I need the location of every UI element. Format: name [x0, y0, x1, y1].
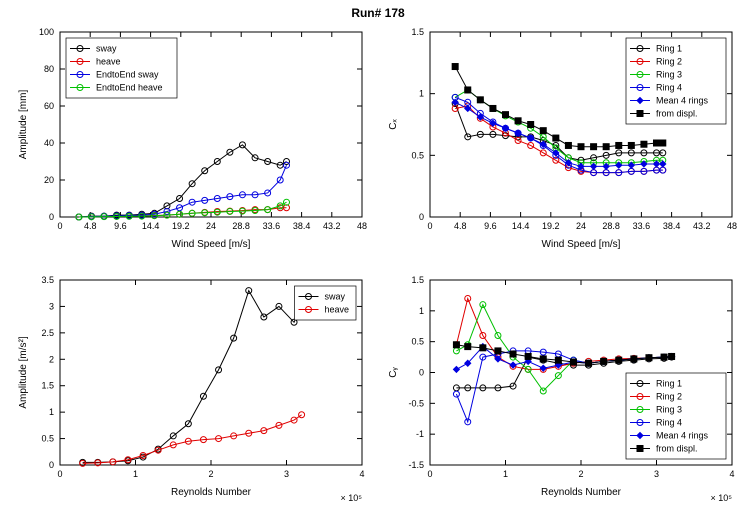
svg-text:-1.5: -1.5 — [408, 460, 424, 470]
svg-text:Ring 4: Ring 4 — [656, 83, 682, 93]
svg-text:60: 60 — [44, 101, 54, 111]
svg-text:from displ.: from displ. — [656, 109, 698, 119]
svg-text:40: 40 — [44, 138, 54, 148]
svg-text:14.4: 14.4 — [512, 221, 530, 231]
svg-text:9.6: 9.6 — [484, 221, 497, 231]
panel-top-right: 0 4.8 9.6 14.4 19.2 24 28.8 33.6 38.4 43.2 48 0 0.5 1… — [382, 22, 744, 264]
svg-text:1.5: 1.5 — [41, 381, 54, 391]
svg-text:0.5: 0.5 — [411, 150, 424, 160]
svg-text:33.6: 33.6 — [263, 221, 281, 231]
svg-text:2: 2 — [578, 469, 583, 479]
svg-text:2: 2 — [208, 469, 213, 479]
svg-text:1: 1 — [49, 407, 54, 417]
svg-text:33.6: 33.6 — [633, 221, 651, 231]
svg-text:0.5: 0.5 — [41, 434, 54, 444]
svg-text:1: 1 — [419, 89, 424, 99]
page-title: Run# 178 — [0, 0, 756, 22]
svg-text:19.2: 19.2 — [542, 221, 560, 231]
svg-text:14.4: 14.4 — [142, 221, 160, 231]
svg-text:0: 0 — [49, 212, 54, 222]
svg-text:Amplitude [mm]: Amplitude [mm] — [18, 90, 29, 160]
svg-text:4: 4 — [359, 469, 364, 479]
svg-text:1.5: 1.5 — [411, 275, 424, 285]
svg-text:-1: -1 — [416, 429, 424, 439]
svg-text:0.5: 0.5 — [411, 337, 424, 347]
svg-text:2.5: 2.5 — [41, 328, 54, 338]
svg-text:0: 0 — [427, 469, 432, 479]
svg-text:0: 0 — [57, 469, 62, 479]
svg-text:3: 3 — [654, 469, 659, 479]
svg-text:3.5: 3.5 — [41, 275, 54, 285]
svg-text:48: 48 — [357, 221, 367, 231]
svg-text:2: 2 — [49, 354, 54, 364]
svg-text:1: 1 — [133, 469, 138, 479]
svg-text:heave: heave — [325, 305, 350, 315]
svg-text:Mean 4 rings: Mean 4 rings — [656, 431, 709, 441]
svg-text:Wind Speed [m/s]: Wind Speed [m/s] — [172, 239, 251, 250]
svg-text:1: 1 — [419, 306, 424, 316]
svg-text:0: 0 — [57, 221, 62, 231]
svg-text:Ring 4: Ring 4 — [656, 418, 682, 428]
svg-text:Ring 1: Ring 1 — [656, 379, 682, 389]
svg-text:38.4: 38.4 — [663, 221, 681, 231]
svg-text:× 10⁵: × 10⁵ — [711, 493, 733, 503]
svg-text:EndtoEnd heave: EndtoEnd heave — [96, 83, 163, 93]
svg-text:sway: sway — [96, 44, 117, 54]
svg-text:20: 20 — [44, 175, 54, 185]
svg-text:38.4: 38.4 — [293, 221, 311, 231]
svg-text:Ring 3: Ring 3 — [656, 405, 682, 415]
svg-text:19.2: 19.2 — [172, 221, 190, 231]
svg-text:9.6: 9.6 — [114, 221, 127, 231]
svg-text:24: 24 — [206, 221, 216, 231]
svg-text:Amplitude [m/s²]: Amplitude [m/s²] — [18, 336, 29, 408]
svg-text:4.8: 4.8 — [84, 221, 97, 231]
svg-text:3: 3 — [284, 469, 289, 479]
svg-text:Ring 2: Ring 2 — [656, 57, 682, 67]
svg-text:Mean 4 rings: Mean 4 rings — [656, 96, 709, 106]
svg-text:Reynolds Number: Reynolds Number — [541, 487, 622, 498]
svg-text:0: 0 — [427, 221, 432, 231]
svg-text:0: 0 — [419, 368, 424, 378]
svg-text:4.8: 4.8 — [454, 221, 467, 231]
svg-text:1.5: 1.5 — [411, 27, 424, 37]
svg-text:24: 24 — [576, 221, 586, 231]
svg-text:100: 100 — [39, 27, 54, 37]
svg-text:0: 0 — [419, 212, 424, 222]
svg-text:3: 3 — [49, 301, 54, 311]
svg-text:43.2: 43.2 — [693, 221, 711, 231]
svg-text:28.8: 28.8 — [232, 221, 250, 231]
svg-text:Ring 2: Ring 2 — [656, 392, 682, 402]
svg-text:sway: sway — [325, 292, 346, 302]
svg-text:43.2: 43.2 — [323, 221, 341, 231]
svg-text:-0.5: -0.5 — [408, 398, 424, 408]
svg-text:4: 4 — [729, 469, 734, 479]
panel-bottom-right: 0 1 2 3 4 -1.5 -1 -0.5 0 0.5 1 1.5 Reynolds Number Cᵧ… — [382, 270, 744, 512]
svg-text:Ring 3: Ring 3 — [656, 70, 682, 80]
chart-grid: 04.89.614.419.22428.833.638.443.24802040… — [0, 22, 756, 512]
svg-text:28.8: 28.8 — [602, 221, 620, 231]
svg-text:Wind Speed [m/s]: Wind Speed [m/s] — [542, 239, 621, 250]
panel-top-left: 0 4.8 9.6 14.4 19.2 24 28.8 33.6 38.4 43.2 48 0 20 40… — [12, 22, 374, 264]
svg-text:Cᵧ: Cᵧ — [388, 366, 399, 377]
svg-text:80: 80 — [44, 64, 54, 74]
svg-text:Cₓ: Cₓ — [388, 119, 399, 130]
svg-text:from displ.: from displ. — [656, 444, 698, 454]
panel-bottom-left: 0 1 2 3 4 0 0.5 1 1.5 2 2.5 3 3.5 Reynolds Number Ampl… — [12, 270, 374, 512]
svg-text:× 10⁵: × 10⁵ — [341, 493, 363, 503]
svg-text:0: 0 — [49, 460, 54, 470]
svg-text:Ring 1: Ring 1 — [656, 44, 682, 54]
svg-text:1: 1 — [503, 469, 508, 479]
svg-text:48: 48 — [727, 221, 737, 231]
svg-text:Reynolds Number: Reynolds Number — [171, 487, 252, 498]
svg-text:heave: heave — [96, 57, 121, 67]
svg-text:EndtoEnd sway: EndtoEnd sway — [96, 70, 159, 80]
